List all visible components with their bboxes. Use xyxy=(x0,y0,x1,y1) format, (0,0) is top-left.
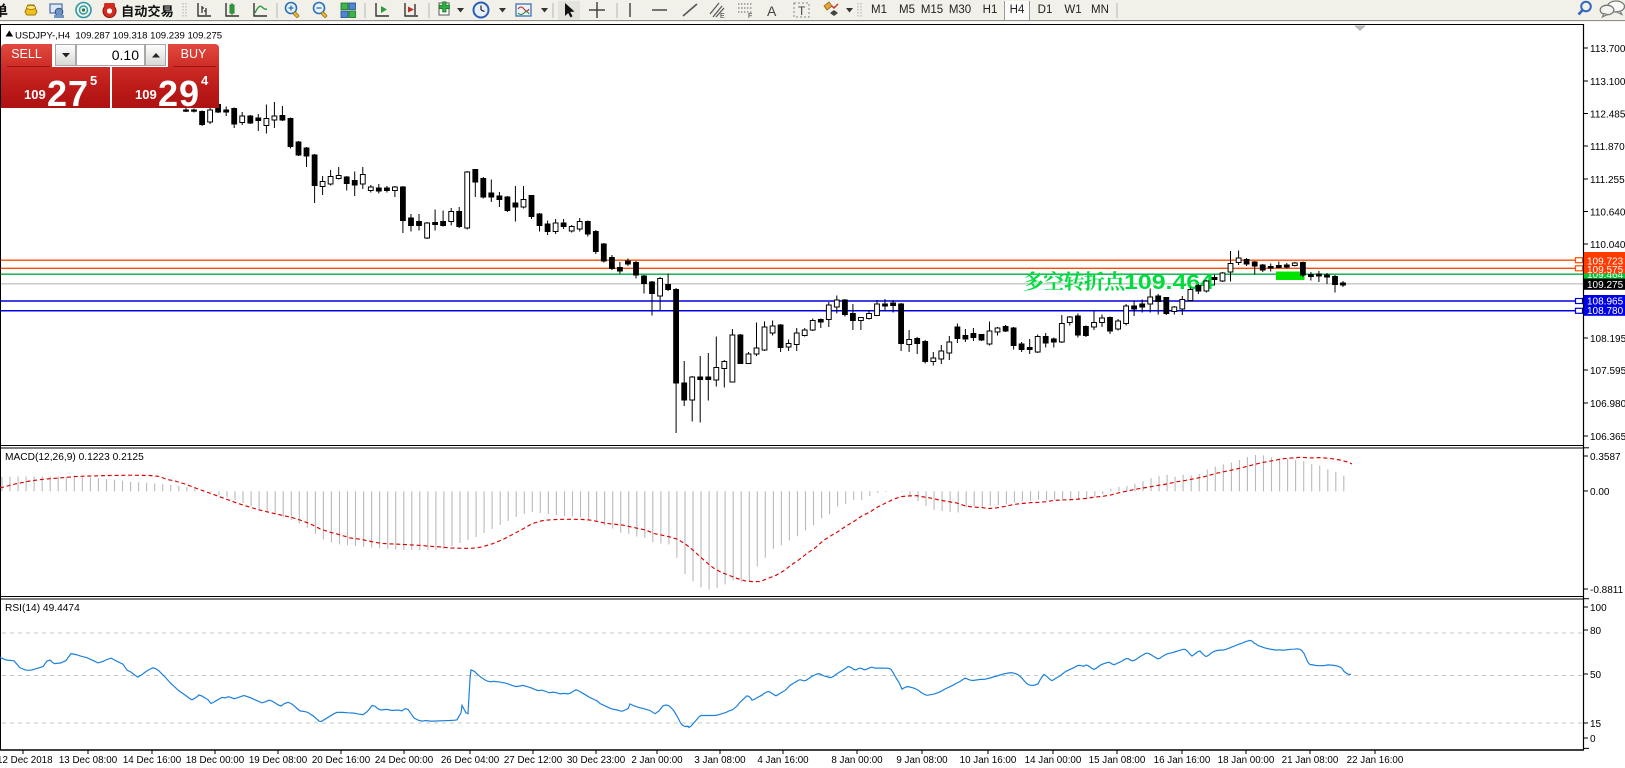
svg-text:109.275: 109.275 xyxy=(1587,280,1624,291)
svg-text:18 Jan 00:00: 18 Jan 00:00 xyxy=(1218,755,1275,766)
svg-text:13 Dec 08:00: 13 Dec 08:00 xyxy=(59,755,118,766)
svg-text:F: F xyxy=(748,13,752,20)
svg-text:108.195: 108.195 xyxy=(1590,334,1625,345)
svg-text:109.464: 109.464 xyxy=(1124,271,1214,294)
svg-text:106.980: 106.980 xyxy=(1590,399,1625,410)
svg-text:16 Jan 16:00: 16 Jan 16:00 xyxy=(1154,755,1211,766)
svg-text:108.965: 108.965 xyxy=(1587,297,1624,308)
svg-text:USDJPY-,H4 109.287 109.318 10: USDJPY-,H4 109.287 109.318 109.239 109.2… xyxy=(15,31,222,42)
svg-text:100: 100 xyxy=(1590,603,1607,614)
svg-text:-0.8811: -0.8811 xyxy=(1590,585,1624,596)
svg-text:109.575: 109.575 xyxy=(1587,265,1624,276)
svg-text:0.00: 0.00 xyxy=(1590,487,1610,498)
svg-text:80: 80 xyxy=(1590,626,1602,637)
svg-text:107.595: 107.595 xyxy=(1590,366,1625,377)
svg-text:0: 0 xyxy=(1590,734,1596,745)
svg-text:3 Jan 08:00: 3 Jan 08:00 xyxy=(694,755,746,766)
svg-text:4 Jan 16:00: 4 Jan 16:00 xyxy=(757,755,809,766)
svg-text:24 Dec 00:00: 24 Dec 00:00 xyxy=(375,755,434,766)
svg-text:10 Jan 16:00: 10 Jan 16:00 xyxy=(960,755,1017,766)
svg-text:2 Jan 00:00: 2 Jan 00:00 xyxy=(631,755,683,766)
svg-text:22 Jan 16:00: 22 Jan 16:00 xyxy=(1347,755,1404,766)
svg-text:A: A xyxy=(767,3,777,19)
svg-text:18 Dec 00:00: 18 Dec 00:00 xyxy=(186,755,245,766)
svg-text:109.723: 109.723 xyxy=(1587,256,1624,267)
svg-text:14 Dec 16:00: 14 Dec 16:00 xyxy=(123,755,182,766)
svg-text:108.780: 108.780 xyxy=(1587,306,1624,317)
svg-text:30 Dec 23:00: 30 Dec 23:00 xyxy=(567,755,626,766)
svg-text:113.700: 113.700 xyxy=(1590,44,1625,55)
svg-text:0.3587: 0.3587 xyxy=(1590,452,1621,463)
svg-text:20 Dec 16:00: 20 Dec 16:00 xyxy=(312,755,371,766)
svg-text:110.640: 110.640 xyxy=(1590,208,1625,219)
svg-text:111.255: 111.255 xyxy=(1590,175,1625,186)
svg-text:RSI(14) 49.4474: RSI(14) 49.4474 xyxy=(5,603,80,614)
svg-text:T: T xyxy=(798,4,806,18)
svg-text:112.485: 112.485 xyxy=(1590,110,1625,121)
svg-text:9 Jan 08:00: 9 Jan 08:00 xyxy=(896,755,948,766)
svg-text:8 Jan 00:00: 8 Jan 00:00 xyxy=(831,755,883,766)
svg-text:109.464: 109.464 xyxy=(1587,270,1624,281)
svg-text:19 Dec 08:00: 19 Dec 08:00 xyxy=(249,755,308,766)
svg-text:27 Dec 12:00: 27 Dec 12:00 xyxy=(504,755,563,766)
svg-text:21 Jan 08:00: 21 Jan 08:00 xyxy=(1282,755,1339,766)
svg-text:E: E xyxy=(720,13,725,20)
svg-text:15: 15 xyxy=(1590,719,1602,730)
svg-text:110.040: 110.040 xyxy=(1590,240,1625,251)
svg-text:15 Jan 08:00: 15 Jan 08:00 xyxy=(1089,755,1146,766)
svg-text:113.100: 113.100 xyxy=(1590,77,1625,88)
svg-text:12 Dec 2018: 12 Dec 2018 xyxy=(0,755,53,766)
svg-text:50: 50 xyxy=(1590,670,1602,681)
svg-text:111.870: 111.870 xyxy=(1590,142,1625,153)
svg-text:14 Jan 00:00: 14 Jan 00:00 xyxy=(1025,755,1082,766)
svg-text:26 Dec 04:00: 26 Dec 04:00 xyxy=(441,755,500,766)
svg-text:106.365: 106.365 xyxy=(1590,432,1625,443)
svg-text:MACD(12,26,9) 0.1223 0.2125: MACD(12,26,9) 0.1223 0.2125 xyxy=(5,452,144,463)
